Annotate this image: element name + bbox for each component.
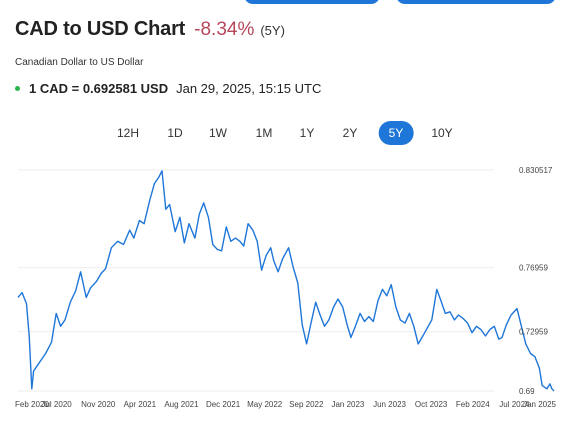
page-subtitle: Canadian Dollar to US Dollar [15,57,144,68]
tab-1m[interactable]: 1M [255,126,273,140]
x-tick-label: Jul 2020 [41,400,72,409]
x-tick-label: Feb 2020 [15,400,49,409]
tab-5y[interactable]: 5Y [378,121,414,145]
x-tick-label: Jan 2023 [331,400,364,409]
top-toolbar [0,0,576,8]
x-tick-label: Dec 2021 [206,400,241,409]
x-tick-label: Aug 2021 [164,400,199,409]
tab-1w[interactable]: 1W [209,126,227,140]
x-tick-label: Nov 2020 [81,400,116,409]
range-tabs: 12H 1D 1W 1M 1Y 2Y 5Y 10Y [0,121,576,145]
rate-timestamp: Jan 29, 2025, 15:15 UTC [176,81,322,96]
tab-1d[interactable]: 1D [167,126,183,140]
top-action-button[interactable] [244,0,380,4]
x-tick-label: Oct 2023 [415,400,448,409]
x-tick-label: Jun 2023 [373,400,406,409]
x-tick-label: Jul 2024 [499,400,530,409]
change-period: (5Y) [260,23,285,38]
y-tick-label: 0.72959 [519,328,548,337]
tab-2y[interactable]: 2Y [342,126,358,140]
x-tick-label: Apr 2021 [124,400,157,409]
tab-1y[interactable]: 1Y [299,126,315,140]
x-tick-label: Jan 2025 [523,400,556,409]
y-tick-label: 0.76959 [519,264,548,273]
x-tick-label: Feb 2024 [456,400,490,409]
tab-12h[interactable]: 12H [116,126,140,140]
page-title: CAD to USD Chart [15,18,186,40]
live-dot-icon [15,86,20,91]
y-tick-label: 0.830517 [519,166,553,175]
rate-value: 1 CAD = 0.692581 USD [29,81,169,96]
x-tick-label: May 2022 [247,400,283,409]
y-tick-label: 0.69 [519,387,535,396]
tab-10y[interactable]: 10Y [431,126,453,140]
x-tick-label: Sep 2022 [289,400,324,409]
chart-header: CAD to USD Chart -8.34% (5Y) [15,18,285,41]
series-line [17,170,555,392]
live-rate: 1 CAD = 0.692581 USD Jan 29, 2025, 15:15… [15,81,321,96]
price-chart[interactable]: 0.830517 0.76959 0.72959 0.69 Feb 2020 Jul 20… [0,150,576,423]
top-action-button[interactable] [396,0,556,4]
change-percent: -8.34% [194,19,255,40]
